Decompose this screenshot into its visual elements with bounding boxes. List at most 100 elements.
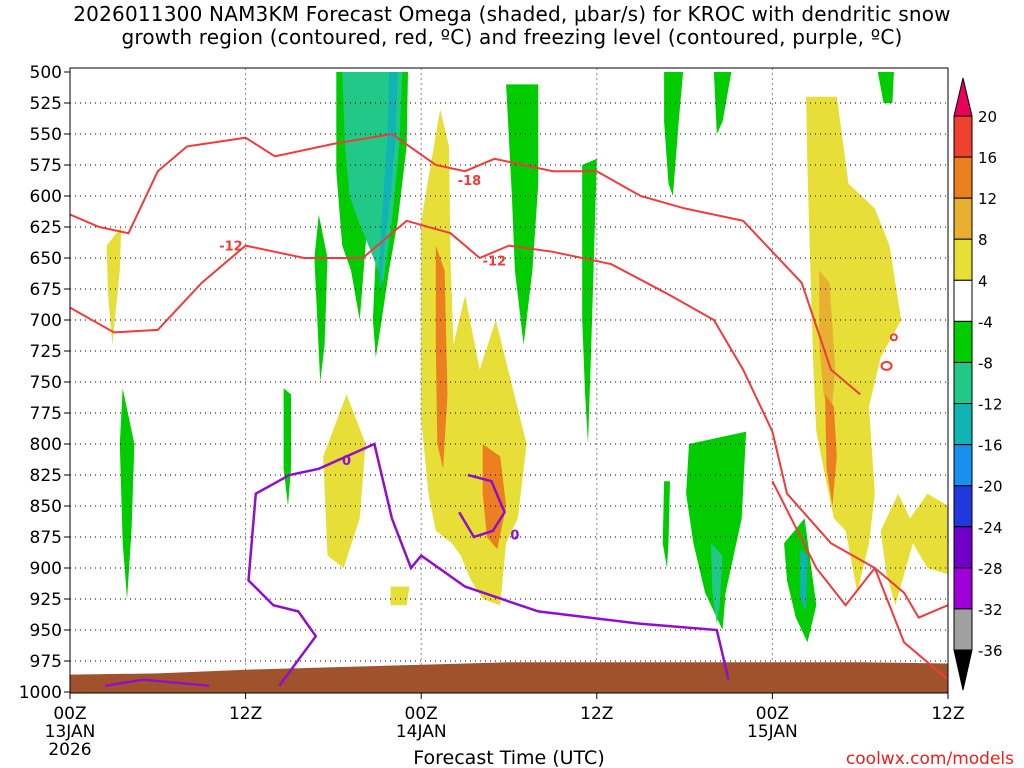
colorbar-swatch [953,403,973,446]
freezing-level-contour [458,473,507,539]
omega-region [582,158,597,445]
y-tick-label: 850 [30,497,62,517]
dgz-contour [889,333,898,342]
colorbar-swatch [953,444,973,487]
omega-region [314,214,328,382]
chart-title-line1: 2026011300 NAM3KM Forecast Omega (shaded… [73,2,951,26]
omega-region [119,388,135,599]
omega-region [784,518,817,643]
dgz-contour-label: -12 [483,254,507,269]
colorbar-swatch [953,156,973,199]
y-tick-label: 550 [30,125,62,145]
x-tick-label: 12Z [229,704,262,724]
omega-region [662,481,670,568]
dgz-contour [70,219,948,681]
colorbar-swatch [953,238,973,281]
freezing-level-label: 0 [510,529,519,544]
plot-border [69,67,949,694]
colorbar-bottom-triangle [953,649,973,691]
omega-region [506,84,539,345]
omega-region [710,543,723,624]
omega-region [482,444,507,550]
y-tick-label: 675 [30,280,62,300]
colorbar-top-triangle [953,77,973,117]
y-tick-label: 750 [30,373,62,393]
y-tick-label: 975 [30,652,62,672]
colorbar-label: -28 [978,560,1003,578]
y-tick-label: 700 [30,311,62,331]
source-credit: coolwx.com/models [846,749,1014,768]
omega-region [686,431,747,630]
colorbar-swatch [953,361,973,405]
omega-region [435,245,448,469]
x-tick-date: 14JAN [396,722,447,742]
x-tick-date: 15JAN [747,722,798,742]
dgz-contour-label: -12 [219,240,243,255]
colorbar-swatch [953,485,973,528]
y-tick-label: 800 [30,435,62,455]
y-tick-label: 525 [30,94,62,114]
dgz-contour-label: -18 [458,174,482,189]
y-tick-label: 950 [30,621,62,641]
colorbar-label: 8 [978,231,988,249]
colorbar-swatch [953,279,973,322]
x-tick-label: 12Z [931,704,964,724]
omega-region [880,493,948,606]
y-tick-label: 625 [30,218,62,238]
omega-region [713,72,732,134]
colorbar-label: -20 [978,478,1003,496]
colorbar-label: -24 [978,519,1003,537]
colorbar-label: 16 [978,149,997,167]
freezing-level-contour [247,442,730,687]
omega-region [877,72,894,103]
y-tick-label: 825 [30,466,62,486]
y-tick-label: 1000 [19,683,62,703]
colorbar-label: 12 [978,190,997,208]
freezing-level-contour [104,678,210,688]
y-tick-label: 600 [30,187,62,207]
omega-region [825,394,837,506]
colorbar-label: -8 [978,354,993,372]
chart-title-line2: growth region (contoured, red, ºC) and f… [121,25,903,49]
omega-region [819,270,836,420]
omega-region [106,227,122,345]
colorbar-swatch [953,320,973,363]
x-tick-label: 00Z [756,704,789,724]
y-tick-label: 725 [30,342,62,362]
colorbar-label: -4 [978,313,993,331]
x-axis-label: Forecast Time (UTC) [413,747,604,768]
colorbar-label: -12 [978,396,1003,414]
y-tick-label: 575 [30,156,62,176]
omega-region [390,586,410,606]
x-tick-date: 13JAN [45,722,96,742]
omega-region [800,549,808,612]
dgz-contour [70,132,861,396]
y-tick-label: 900 [30,559,62,579]
y-tick-label: 650 [30,249,62,269]
colorbar-label: 4 [978,272,988,290]
omega-region [323,394,366,568]
freezing-level-label: 0 [342,454,351,469]
omega-region [342,72,403,283]
colorbar-label: -36 [978,642,1003,660]
y-tick-label: 500 [30,63,62,83]
colorbar-label: 20 [978,108,997,126]
colorbar-label: -16 [978,437,1003,455]
y-tick-label: 775 [30,404,62,424]
x-tick-year: 2026 [48,740,91,760]
y-tick-label: 875 [30,528,62,548]
x-tick-label: 00Z [405,704,438,724]
y-tick-label: 925 [30,590,62,610]
dgz-contour [771,480,948,619]
colorbar-swatch [953,526,973,569]
x-tick-label: 12Z [580,704,613,724]
x-tick-label: 00Z [53,704,86,724]
omega-region [664,72,684,196]
colorbar-swatch [953,115,973,158]
colorbar-swatch [953,197,973,240]
dgz-contour [880,360,893,371]
colorbar-swatch [953,567,973,610]
colorbar-label: -32 [978,601,1003,619]
colorbar-swatch [953,608,973,651]
